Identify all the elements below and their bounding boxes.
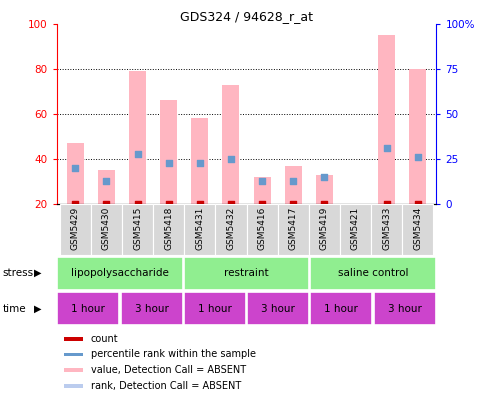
Text: count: count [91,334,118,344]
Text: 3 hour: 3 hour [387,304,422,314]
Text: time: time [2,304,26,314]
Text: GSM5421: GSM5421 [351,207,360,250]
Text: ▶: ▶ [34,268,41,278]
Bar [309,204,340,255]
Bar [222,85,240,204]
Point [103,201,110,207]
Title: GDS324 / 94628_r_at: GDS324 / 94628_r_at [180,10,313,23]
Text: GSM5432: GSM5432 [226,207,236,250]
Point [71,165,79,171]
Bar [311,257,436,289]
Text: value, Detection Call = ABSENT: value, Detection Call = ABSENT [91,365,246,375]
Text: GSM5416: GSM5416 [257,207,267,250]
Point [165,160,173,167]
Bar [64,368,83,371]
Text: 1 hour: 1 hour [71,304,106,314]
Bar [122,204,153,255]
Bar [311,293,372,325]
Bar [371,204,402,255]
Bar [374,293,436,325]
Bar [67,143,84,204]
Point [289,178,297,185]
Bar [129,71,146,204]
Bar [98,170,115,204]
Bar [378,35,395,204]
Text: 1 hour: 1 hour [198,304,232,314]
Point [383,201,390,207]
Point [320,201,328,207]
Text: percentile rank within the sample: percentile rank within the sample [91,349,256,360]
Bar [409,69,426,204]
Bar [64,385,83,388]
Point [258,178,266,185]
Point [134,151,141,158]
Bar [184,293,246,325]
Point [414,154,422,160]
Text: GSM5434: GSM5434 [413,207,422,250]
Bar [184,204,215,255]
Text: saline control: saline control [338,268,408,278]
Bar [57,257,182,289]
Bar [340,204,371,255]
Point [134,201,141,207]
Bar [121,293,182,325]
Text: GSM5433: GSM5433 [382,207,391,250]
Text: GSM5429: GSM5429 [71,207,80,250]
Bar [64,337,83,341]
Bar [253,177,271,204]
Point [227,201,235,207]
Point [103,178,110,185]
Text: 3 hour: 3 hour [135,304,169,314]
Text: GSM5431: GSM5431 [195,207,204,250]
Text: stress: stress [2,268,34,278]
Point [414,201,422,207]
Point [289,201,297,207]
Text: GSM5430: GSM5430 [102,207,111,250]
Bar [64,352,83,356]
Bar [191,118,209,204]
Point [320,174,328,180]
Bar [246,204,278,255]
Point [196,160,204,167]
Text: lipopolysaccharide: lipopolysaccharide [71,268,169,278]
Text: 3 hour: 3 hour [261,304,295,314]
Bar [284,166,302,204]
Point [71,201,79,207]
Text: GSM5418: GSM5418 [164,207,173,250]
Bar [247,293,309,325]
Text: GSM5419: GSM5419 [320,207,329,250]
Text: restraint: restraint [224,268,269,278]
Bar [316,175,333,204]
Bar [278,204,309,255]
Text: GSM5417: GSM5417 [289,207,298,250]
Bar [160,100,177,204]
Bar [402,204,433,255]
Text: 1 hour: 1 hour [324,304,358,314]
Bar [184,257,309,289]
Text: GSM5415: GSM5415 [133,207,142,250]
Point [227,156,235,162]
Bar [215,204,246,255]
Bar [57,293,119,325]
Point [383,145,390,151]
Bar [153,204,184,255]
Point [258,201,266,207]
Text: ▶: ▶ [34,304,41,314]
Bar [91,204,122,255]
Point [196,201,204,207]
Point [165,201,173,207]
Text: rank, Detection Call = ABSENT: rank, Detection Call = ABSENT [91,381,241,391]
Bar [60,204,91,255]
